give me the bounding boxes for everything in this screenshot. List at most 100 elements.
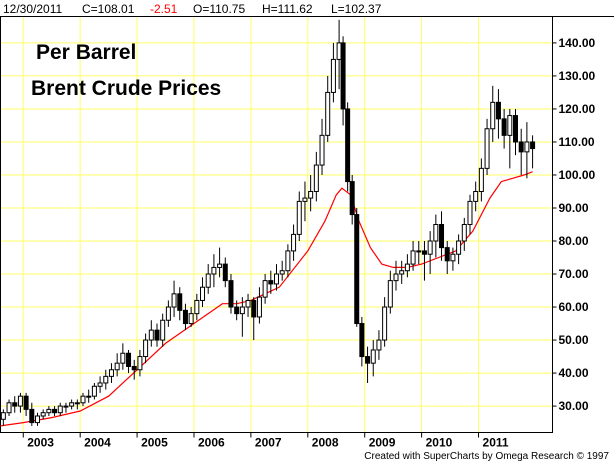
candle-body [256,296,262,318]
candle [279,260,285,281]
candle [120,343,126,370]
moving-average-line [0,171,533,427]
candle [370,340,376,377]
candle-body [274,273,279,285]
candle [194,293,200,321]
candle [444,241,450,275]
candle-body [421,250,427,255]
candle [387,270,393,314]
candle-body [495,101,501,120]
candle [131,359,137,380]
candle [217,247,223,278]
candle [160,313,166,347]
candle [393,260,399,291]
chart-credit: Created with SuperCharts by Omega Resear… [364,451,609,462]
candle [97,376,103,393]
candle [154,323,160,347]
chart-title-line-2: Brent Crude Prices [31,77,221,100]
candle [29,402,35,426]
y-tick-label: 110.00 [559,135,595,149]
candle [410,241,416,271]
candle [467,194,473,235]
candle [296,191,302,242]
candle-body [427,240,433,255]
candle [52,406,58,416]
candle-body [120,352,126,364]
candle [382,297,388,347]
candle [177,287,183,321]
candle [325,75,331,142]
candle-body [467,200,473,225]
candle-body [6,402,12,414]
candle [17,392,23,413]
candle [34,412,40,426]
candle-body [234,306,240,315]
candle [302,181,308,222]
candle [91,382,97,400]
candle-body [370,349,376,364]
x-axis: 2003 2004 2005 2006 2007 2008 2009 2010 2011 [22,432,509,450]
candle [148,320,154,347]
candle-body [86,395,92,398]
candle [354,207,360,327]
moving-average-layer [0,171,533,427]
candle [251,297,257,341]
candle-body [416,250,422,253]
candle-body [376,339,382,351]
candle [450,247,456,271]
candle-body [404,263,410,272]
candle-body [80,395,86,404]
candle [200,277,206,308]
candle-body [501,118,507,136]
candle-body [444,247,450,262]
candle [313,151,319,202]
candle-body [313,164,319,192]
candle [69,399,75,410]
candle [456,234,462,265]
candle-body [365,356,371,364]
candle [421,241,427,281]
candle-body [126,352,132,367]
candle [6,399,12,416]
candle-body [52,408,58,414]
y-tick-label: 40.00 [559,366,589,380]
candle-body [165,306,171,321]
candle-body [171,293,177,308]
x-tick-label: 2003 [27,436,54,450]
candle-body [57,405,63,414]
x-tick-label: 2009 [369,436,396,450]
candle-body [182,309,188,325]
y-tick-label: 100.00 [559,168,596,182]
candle [330,42,336,103]
candle [507,108,513,169]
candle [228,274,234,314]
x-tick-label: 2007 [255,436,282,450]
candle-body [518,141,524,153]
candle-body [478,167,484,192]
candle-body [456,240,462,255]
x-tick-label: 2005 [141,436,168,450]
x-tick-label: 2010 [426,436,453,450]
candle-body [12,402,18,407]
candle [74,399,80,410]
candle [205,264,211,294]
candle-body [450,253,456,262]
candle-body [154,329,160,341]
candle [345,102,351,192]
candle-body [46,408,52,414]
candle-body [319,134,325,166]
candle-body [268,280,274,285]
x-tick-label: 2006 [198,436,225,450]
gridlines [0,16,553,433]
candle-body [131,365,137,371]
candle [12,396,18,413]
candle-body [40,412,46,417]
candle [165,300,171,327]
candle-body [29,408,35,424]
candle-body [291,233,297,252]
candle-body [0,412,6,420]
candle [0,409,6,426]
candle-body [296,200,302,235]
